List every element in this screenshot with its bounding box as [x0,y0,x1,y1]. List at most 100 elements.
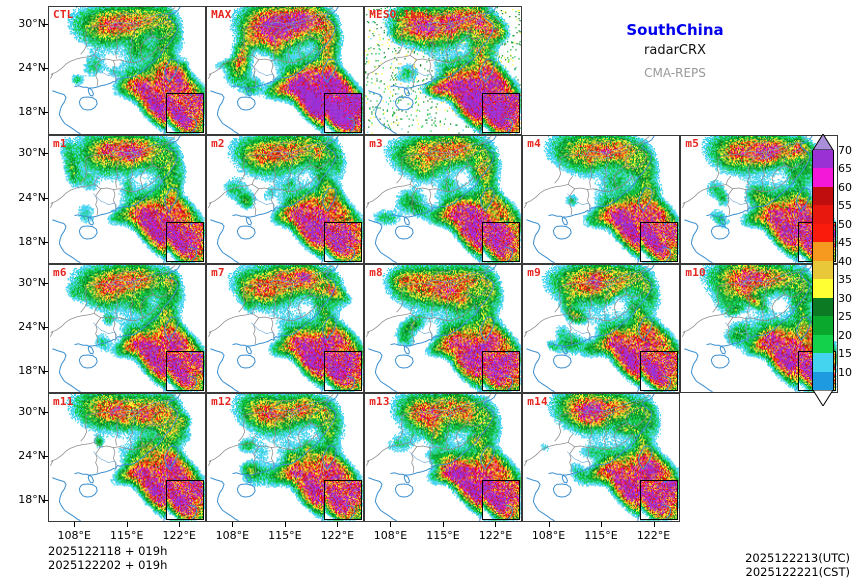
inset-zoom-box [166,222,204,262]
map-panel-m6[interactable]: m6 [48,264,206,393]
map-panel-m9[interactable]: m9 [522,264,680,393]
map-panel-meso_1km[interactable]: MESO_1km [364,6,522,135]
y-axis-tick [43,242,48,243]
map-panel-ctl[interactable]: CTL [48,6,206,135]
source-title: CMA-REPS [560,62,790,84]
colorbar: 10 15 20 25 30 35 40 45 50 55 60 65 70 [812,134,834,406]
panel-label: m12 [211,395,231,408]
x-axis-tick [601,522,602,527]
colorbar-tick-label: 25 [838,310,852,323]
map-panel-m8[interactable]: m8 [364,264,522,393]
x-axis-tick-label: 115°E [578,529,624,542]
colorbar-band [812,187,834,205]
x-axis-tick [337,522,338,527]
page-title: SouthChina [560,20,790,40]
map-panel-m11[interactable]: m11 [48,393,206,522]
inset-zoom-box [482,93,520,133]
x-axis-tick-label: 122°E [631,529,677,542]
map-panel-max[interactable]: MAX [206,6,364,135]
y-axis-tick [43,24,48,25]
x-axis-tick [390,522,391,527]
x-axis-tick-label: 122°E [314,529,360,542]
y-axis-tick [43,198,48,199]
y-axis-tick [43,456,48,457]
colorbar-band [812,205,834,223]
map-panel-m4[interactable]: m4 [522,135,680,264]
map-panel-m14[interactable]: m14 [522,393,680,522]
map-panel-m1[interactable]: m1 [48,135,206,264]
y-axis-tick-label: 30°N [0,276,46,289]
map-panel-m13[interactable]: m13 [364,393,522,522]
inset-zoom-box [166,480,204,520]
colorbar-tick-label: 55 [838,199,852,212]
colorbar-tick-label: 40 [838,255,852,268]
footer-left-line1: 2025122118 + 019h [48,544,167,558]
y-axis-tick-label: 24°N [0,191,46,204]
colorbar-tick-label: 45 [838,236,852,249]
colorbar-over-arrow [812,134,834,150]
x-axis-tick [285,522,286,527]
colorbar-tick-label: 10 [838,366,852,379]
colorbar-band [812,242,834,260]
map-panel-m2[interactable]: m2 [206,135,364,264]
colorbar-band [812,372,834,390]
map-panel-m12[interactable]: m12 [206,393,364,522]
colorbar-tick-label: 60 [838,181,852,194]
y-axis-tick [43,283,48,284]
x-axis-tick [443,522,444,527]
x-axis-tick-label: 122°E [472,529,518,542]
panel-label: MAX [211,8,231,21]
panel-label: m5 [685,137,699,150]
map-panel-m7[interactable]: m7 [206,264,364,393]
y-axis-tick-label: 24°N [0,449,46,462]
colorbar-band [812,168,834,186]
colorbar-tick-label: 65 [838,162,852,175]
y-axis-tick-label: 30°N [0,146,46,159]
panel-label: m11 [53,395,73,408]
x-axis-tick [74,522,75,527]
y-axis-tick [43,153,48,154]
x-axis-tick-label: 115°E [420,529,466,542]
x-axis-tick-label: 115°E [104,529,150,542]
inset-zoom-box [640,351,678,391]
panel-label: m1 [53,137,67,150]
y-axis-tick-label: 24°N [0,320,46,333]
inset-zoom-box [324,351,362,391]
inset-zoom-box [324,93,362,133]
colorbar-band [812,353,834,371]
colorbar-tick-label: 50 [838,218,852,231]
y-axis-tick-label: 30°N [0,405,46,418]
inset-zoom-box [166,93,204,133]
x-axis-tick-label: 122°E [156,529,202,542]
footer-right-line1: 2025122213(UTC) [745,551,850,565]
y-axis-tick-label: 18°N [0,493,46,506]
x-axis-tick-label: 108°E [526,529,572,542]
x-axis-tick [127,522,128,527]
colorbar-band [812,316,834,334]
x-axis-tick-label: 108°E [367,529,413,542]
footer-right: 2025122213(UTC) 2025122221(CST) [745,551,850,579]
panel-label: m7 [211,266,225,279]
panel-label: m9 [527,266,541,279]
inset-zoom-box [324,480,362,520]
map-panel-m3[interactable]: m3 [364,135,522,264]
y-axis-tick [43,68,48,69]
colorbar-band [812,279,834,297]
panel-label: m8 [369,266,383,279]
inset-zoom-box [482,351,520,391]
panel-label: m6 [53,266,67,279]
colorbar-band [812,298,834,316]
panel-label: CTL [53,8,73,21]
x-axis-tick-label: 115°E [262,529,308,542]
panel-label: m10 [685,266,705,279]
y-axis-tick [43,500,48,501]
colorbar-band [812,150,834,168]
x-axis-tick [179,522,180,527]
inset-zoom-box [166,351,204,391]
panel-label: m4 [527,137,541,150]
panel-label: m2 [211,137,225,150]
colorbar-band [812,335,834,353]
inset-zoom-box [640,222,678,262]
colorbar-band [812,261,834,279]
y-axis-tick-label: 18°N [0,235,46,248]
